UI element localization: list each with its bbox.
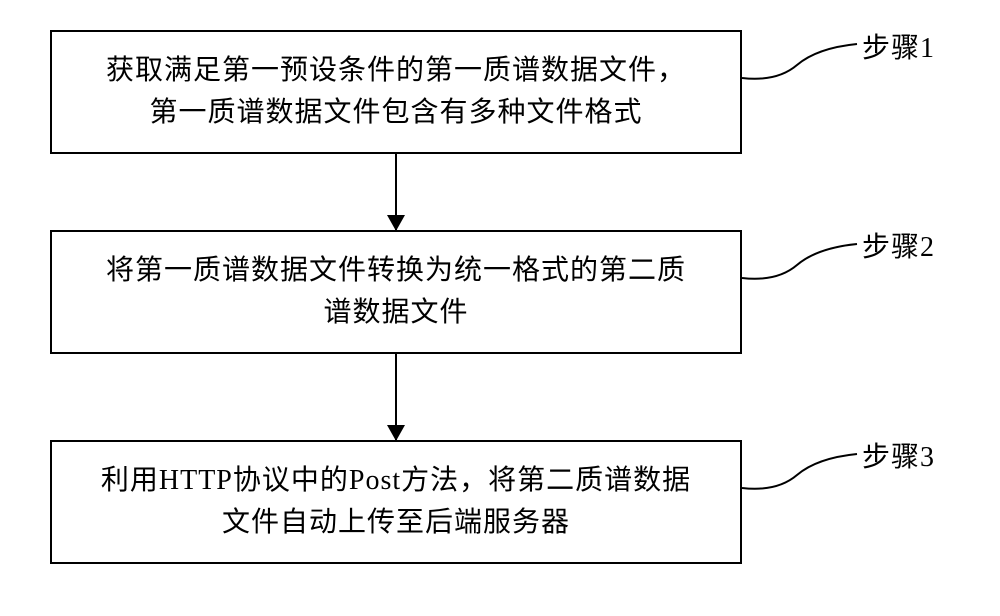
step2-line1: 将第一质谱数据文件转换为统一格式的第二质 — [72, 250, 720, 292]
curve-connector-1 — [742, 20, 872, 100]
arrow-2 — [395, 354, 397, 440]
step1-label: 步骤1 — [862, 26, 935, 66]
step3-label: 步骤3 — [862, 435, 935, 475]
arrow-head-2 — [387, 425, 405, 441]
step-box-1: 获取满足第一预设条件的第一质谱数据文件， 第一质谱数据文件包含有多种文件格式 — [50, 30, 742, 154]
arrow-1 — [395, 154, 397, 230]
step3-line1: 利用HTTP协议中的Post方法，将第二质谱数据 — [72, 460, 720, 502]
step-box-3: 利用HTTP协议中的Post方法，将第二质谱数据 文件自动上传至后端服务器 — [50, 440, 742, 564]
curve-connector-2 — [742, 220, 872, 300]
step-box-2: 将第一质谱数据文件转换为统一格式的第二质 谱数据文件 — [50, 230, 742, 354]
arrow-head-1 — [387, 215, 405, 231]
step2-label: 步骤2 — [862, 225, 935, 265]
curve-connector-3 — [742, 430, 872, 510]
step1-line2: 第一质谱数据文件包含有多种文件格式 — [72, 92, 720, 134]
step2-line2: 谱数据文件 — [72, 292, 720, 334]
step1-line1: 获取满足第一预设条件的第一质谱数据文件， — [72, 50, 720, 92]
step3-line2: 文件自动上传至后端服务器 — [72, 502, 720, 544]
